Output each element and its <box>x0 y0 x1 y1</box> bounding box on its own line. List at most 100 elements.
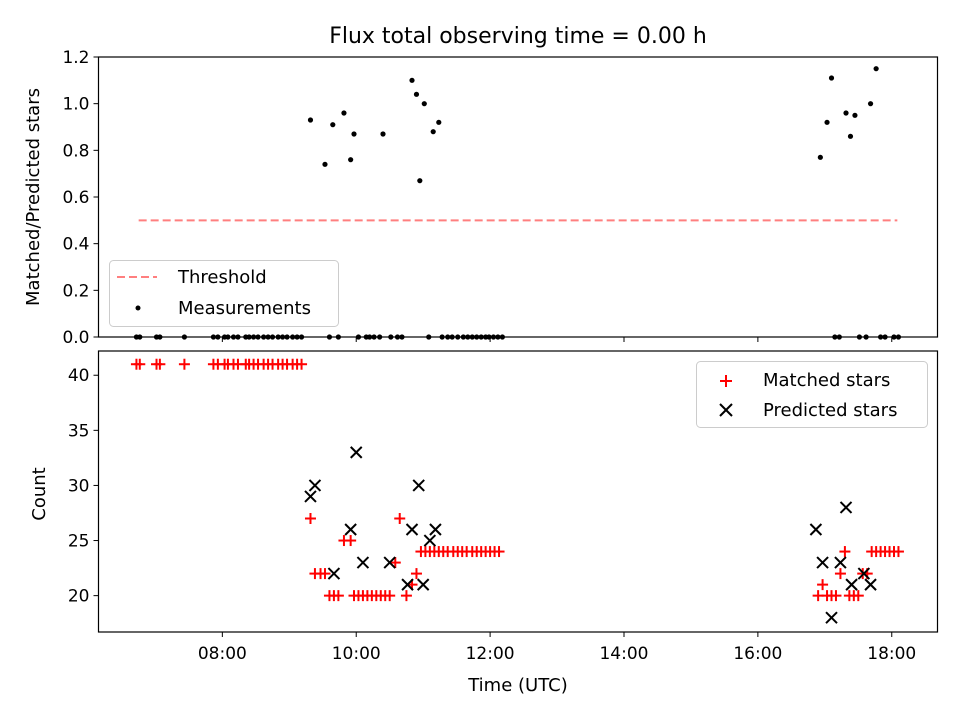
matched-star-point <box>830 590 842 602</box>
predicted-star-point <box>308 479 322 492</box>
measurement-point <box>351 131 357 137</box>
matched-star-point <box>852 590 864 602</box>
predicted-star-point <box>327 567 341 580</box>
measurement-point <box>852 112 858 118</box>
matched-star-point <box>817 579 829 591</box>
predicted-star-point <box>350 446 363 459</box>
predicted-star-stroke <box>864 578 877 591</box>
bottom-x-tick-label: 10:00 <box>332 644 381 664</box>
predicted-star-point <box>816 556 829 569</box>
measurement-point <box>817 154 823 160</box>
top-y-tick-label: 0.2 <box>62 281 89 301</box>
predicted-star-stroke <box>405 523 419 536</box>
bottom-x-tick-label: 08:00 <box>198 644 247 664</box>
predicted-star-stroke <box>327 567 341 580</box>
bottom-plot-marks <box>130 358 904 624</box>
measurement-point <box>307 117 314 123</box>
predicted-star-stroke <box>429 523 442 536</box>
matched-star-point <box>332 590 344 602</box>
bottom-x-tick-label: 14:00 <box>599 644 648 664</box>
matched-star-point <box>410 568 422 580</box>
predicted-star-point <box>845 578 858 591</box>
bottom-x-axis: 08:00 10:00 12:00 14:00 16:00 18:00 <box>198 632 916 664</box>
predicted-star-point <box>405 523 419 536</box>
matched-star-point <box>834 568 846 580</box>
bottom-legend-box <box>696 361 928 428</box>
top-y-tick-label: 0.0 <box>62 328 89 348</box>
bottom-plot-frame <box>97 350 939 633</box>
matched-star-point <box>892 546 904 558</box>
predicted-star-point <box>356 556 370 569</box>
predicted-star-point <box>401 578 414 591</box>
predicted-star-point <box>416 578 430 591</box>
matched-star-point <box>296 358 308 370</box>
top-y-tick-label: 0.8 <box>62 141 89 161</box>
measurement-point <box>430 129 436 135</box>
matched-star-point <box>839 546 851 558</box>
predicted-star-stroke <box>857 567 871 580</box>
predicted-star-stroke <box>816 556 829 569</box>
predicted-star-point <box>383 556 396 569</box>
bottom-y-tick-label: 25 <box>68 532 90 552</box>
matched-star-point <box>154 358 166 370</box>
predicted-star-stroke <box>350 446 363 459</box>
measurement-point <box>417 178 423 184</box>
predicted-star-point <box>809 523 823 536</box>
measurement-point <box>873 66 879 72</box>
measurement-point <box>380 131 386 137</box>
predicted-star-point <box>839 501 853 514</box>
measurement-point <box>409 77 415 83</box>
legend-matched-swatch <box>720 375 732 387</box>
predicted-star-point <box>344 523 357 536</box>
bottom-x-tick-label: 18:00 <box>867 644 916 664</box>
top-y-tick-label: 1.0 <box>62 95 89 115</box>
bottom-x-axis-label: Time (UTC) <box>467 675 568 696</box>
predicted-star-stroke <box>383 556 396 569</box>
predicted-star-point <box>429 523 442 536</box>
matched-star-point <box>384 590 396 602</box>
bottom-x-tick-label: 12:00 <box>466 644 515 664</box>
matched-star-point <box>389 557 401 569</box>
measurement-point <box>341 110 347 116</box>
predicted-star-point <box>864 578 877 591</box>
predicted-star-point <box>304 490 317 503</box>
legend-measurements-label: Measurements <box>178 298 311 319</box>
measurement-point <box>322 161 328 167</box>
measurement-point <box>330 122 336 128</box>
predicted-star-point <box>412 479 425 492</box>
matched-star-point <box>345 535 357 547</box>
matched-star-point <box>400 590 412 602</box>
top-y-axis-label: Matched/Predicted stars <box>23 88 44 306</box>
bottom-x-tick-label: 16:00 <box>733 644 782 664</box>
bottom-y-tick-label: 30 <box>68 476 90 496</box>
top-x-ticks <box>221 337 893 342</box>
predicted-star-point <box>857 567 871 580</box>
predicted-star-stroke <box>401 578 414 591</box>
predicted-star-stroke <box>845 578 858 591</box>
bottom-y-axis: 20 25 30 35 40 <box>68 366 99 607</box>
predicted-star-stroke <box>416 578 430 591</box>
predicted-star-point <box>825 611 838 624</box>
predicted-star-point <box>834 556 847 569</box>
measurement-point <box>843 110 849 116</box>
bottom-y-tick-label: 20 <box>68 587 90 607</box>
legend-predicted-swatch <box>719 403 733 417</box>
predicted-star-stroke <box>423 534 437 547</box>
predicted-star-stroke <box>308 479 322 492</box>
predicted-star-stroke <box>825 611 838 624</box>
bottom-y-axis-label: Count <box>29 467 50 520</box>
measurement-point <box>421 101 427 107</box>
measurement-point <box>867 101 874 107</box>
measurement-point <box>436 119 442 125</box>
legend-threshold-label: Threshold <box>177 267 267 288</box>
predicted-star-point <box>423 534 437 547</box>
legend-measurements-swatch <box>135 305 141 311</box>
top-legend-box <box>109 260 339 327</box>
measurement-point <box>413 91 420 97</box>
predicted-star-stroke <box>412 479 425 492</box>
measurement-point <box>824 119 830 125</box>
top-y-tick-label: 1.2 <box>62 48 89 68</box>
predicted-star-stroke <box>834 556 847 569</box>
measurement-point <box>847 133 854 139</box>
